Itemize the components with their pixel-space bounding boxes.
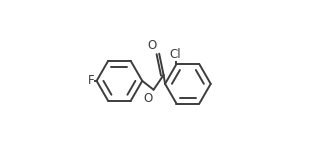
Text: Cl: Cl	[169, 48, 181, 61]
Text: F: F	[88, 74, 95, 87]
Text: O: O	[148, 39, 157, 52]
Text: O: O	[143, 92, 152, 105]
